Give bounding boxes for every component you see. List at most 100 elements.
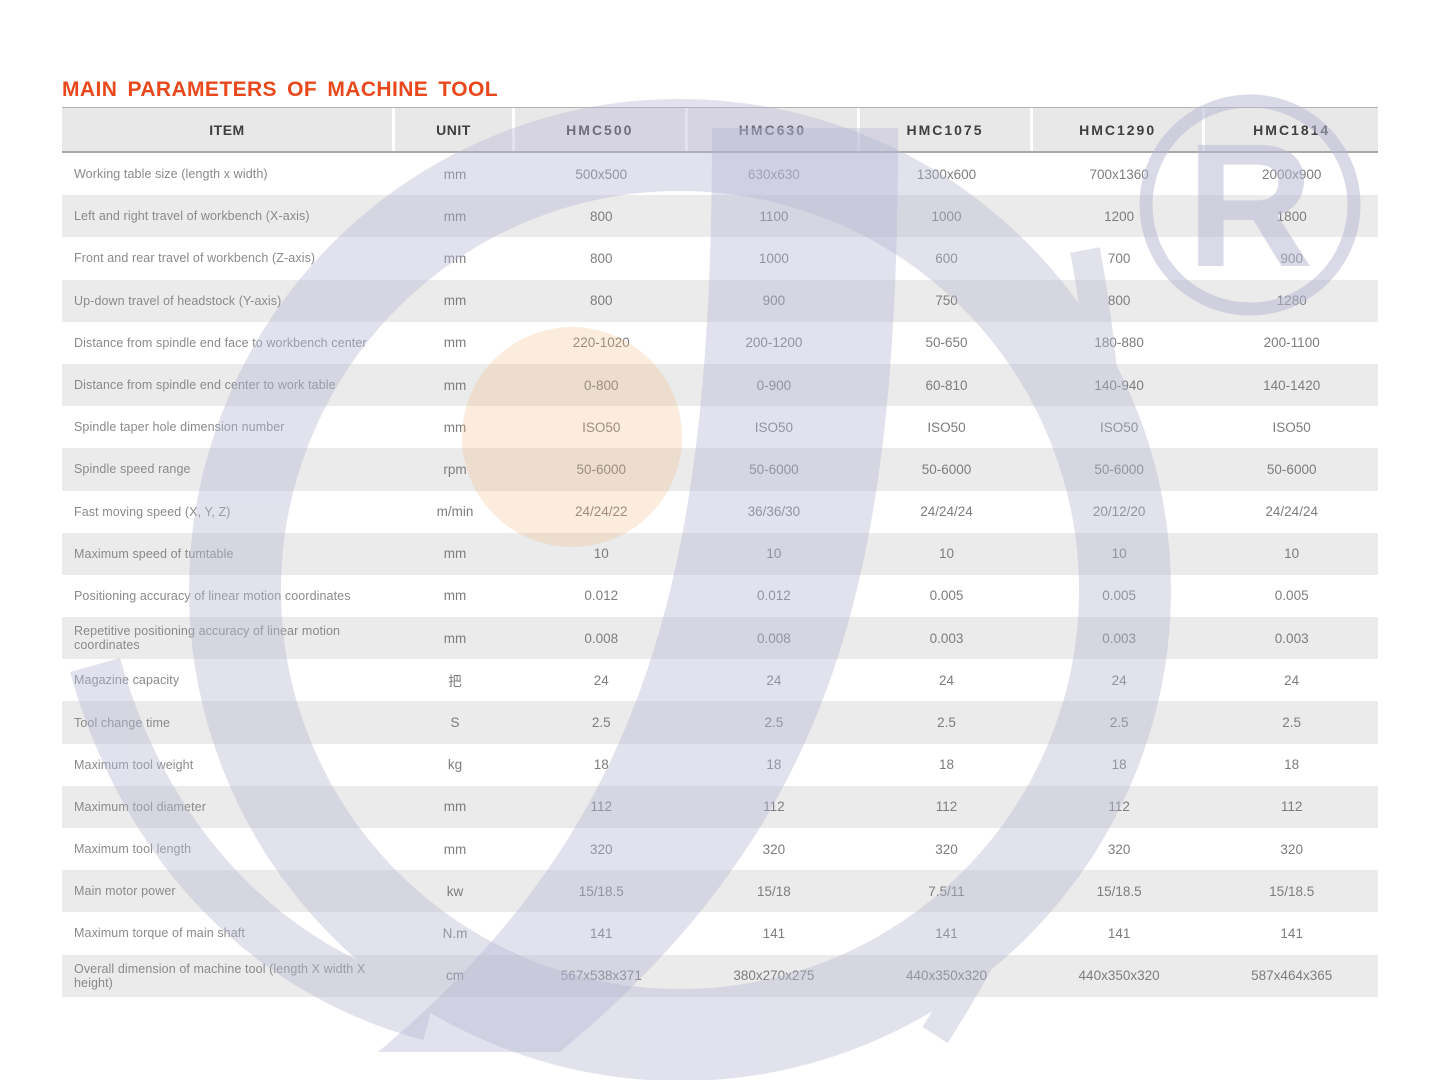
value-cell: 0.012: [584, 588, 619, 604]
value-cell: 750: [935, 293, 958, 309]
value-cell: 0.003: [929, 630, 964, 646]
unit-cell: mm: [443, 335, 467, 351]
value-cell: 50-6000: [1094, 461, 1144, 477]
unit-cell: mm: [443, 293, 467, 309]
value-cell: 112: [763, 799, 785, 815]
value-cell: 440x350x320: [1078, 968, 1160, 984]
table-row: Repetitive positioning accuracy of linea…: [62, 617, 1378, 660]
value-cell: 320: [935, 841, 958, 857]
value-cell: 0.005: [1102, 588, 1136, 604]
row-label: Front and rear travel of workbench (Z-ax…: [74, 251, 316, 266]
row-label: Distance from spindle end face to workbe…: [74, 335, 367, 350]
value-cell: ISO50: [927, 419, 966, 435]
value-cell: 140-1420: [1263, 377, 1321, 393]
value-cell: 24/24/22: [575, 504, 628, 520]
unit-cell: mm: [443, 419, 467, 435]
value-cell: 50-6000: [576, 461, 627, 477]
value-cell: 112: [1108, 799, 1130, 815]
table-row: Maximum speed of tumtable mm 10 10 10 10 10: [62, 532, 1378, 575]
row-label: Main motor power: [74, 884, 176, 899]
value-cell: 7.5/11: [928, 883, 965, 899]
table-row: Working table size (length x width) mm 500…: [62, 153, 1378, 196]
row-label: Maximum speed of tumtable: [74, 546, 234, 561]
value-cell: 50-650: [925, 335, 968, 351]
value-cell: 141: [590, 925, 613, 941]
table-row: Tool change time S 2.5 2.5 2.5 2.5 2.5: [62, 701, 1378, 744]
unit-cell: mm: [443, 841, 467, 857]
value-cell: 10: [938, 546, 954, 562]
unit-cell: mm: [443, 166, 467, 182]
value-cell: 320: [762, 841, 786, 857]
table-row: Maximum tool weight kg 18 18 18 18 18: [62, 743, 1378, 786]
value-cell: 0.003: [1102, 630, 1136, 646]
unit-cell: kw: [446, 883, 464, 899]
table-row: Front and rear travel of workbench (Z-ax…: [62, 237, 1378, 280]
value-cell: 141: [1107, 925, 1131, 941]
value-cell: 2.5: [937, 715, 956, 731]
value-cell: 440x350x320: [905, 968, 988, 984]
row-label: Left and right travel of workbench (X-ax…: [74, 209, 310, 224]
value-cell: 1800: [1276, 208, 1307, 224]
row-label: Spindle speed range: [74, 462, 191, 477]
value-cell: 18: [1111, 757, 1127, 773]
row-label: Magazine capacity: [74, 673, 180, 688]
row-label: Maximum tool length: [74, 842, 192, 857]
value-cell: 10: [593, 546, 609, 562]
value-cell: 0-800: [584, 377, 619, 393]
row-label: Distance from spindle end center to work…: [74, 378, 336, 393]
value-cell: 2.5: [1282, 715, 1302, 731]
row-label: Tool change time: [74, 715, 171, 730]
value-cell: 15/18.5: [1096, 883, 1142, 899]
unit-cell: mm: [443, 250, 467, 266]
value-cell: 900: [762, 293, 786, 309]
value-cell: 1200: [1104, 208, 1135, 224]
value-cell: 1280: [1276, 293, 1307, 309]
row-label: Overall dimension of machine tool (lengt…: [74, 961, 366, 990]
value-cell: 320: [1107, 841, 1131, 857]
value-cell: 112: [1280, 799, 1303, 815]
row-label: Up-down travel of headstock (Y-axis): [74, 293, 282, 308]
value-cell: 10: [1111, 546, 1127, 562]
value-cell: 2000x900: [1262, 166, 1322, 182]
value-cell: 630x630: [747, 166, 800, 182]
value-cell: 141: [762, 925, 786, 941]
value-cell: 18: [1284, 757, 1300, 773]
table-row: Main motor power kw 15/18.5 15/18 7.5/11 15/1…: [62, 870, 1378, 913]
parameters-table: ITEM UNIT HMC500 HMC630 HMC1075 HMC1290 HMC181…: [62, 107, 1378, 997]
value-cell: 220-1020: [572, 335, 630, 351]
value-cell: 24: [938, 672, 954, 688]
table-row: Distance from spindle end face to workbe…: [62, 321, 1378, 364]
value-cell: 18: [766, 757, 782, 773]
unit-cell: mm: [443, 630, 467, 646]
value-cell: 700: [1107, 250, 1131, 266]
value-cell: 800: [590, 293, 613, 309]
row-label: Maximum tool diameter: [74, 799, 207, 814]
value-cell: 1000: [758, 250, 789, 266]
value-cell: 18: [938, 757, 954, 773]
value-cell: 60-810: [925, 377, 968, 393]
row-label: Spindle taper hole dimension number: [74, 420, 285, 435]
table-row: Maximum torque of main shaft N.m 141 141 141…: [62, 912, 1378, 955]
value-cell: 0.008: [756, 630, 791, 646]
unit-cell: S: [450, 715, 460, 731]
table-row: Distance from spindle end center to work…: [62, 363, 1378, 407]
value-cell: 1300x600: [916, 166, 977, 182]
value-cell: ISO50: [1272, 419, 1311, 435]
table-row: Magazine capacity 把 24 24 24 24 24: [62, 659, 1378, 702]
row-label: Maximum tool weight: [74, 757, 194, 772]
value-cell: 800: [590, 208, 613, 224]
value-cell: 24: [1111, 672, 1127, 688]
value-cell: 0-900: [756, 377, 792, 393]
table-row: Spindle speed range rpm 50-6000 50-6000 50-6…: [62, 448, 1378, 491]
unit-cell: cm: [446, 968, 464, 984]
table-row: Maximum tool length mm 320 320 320 320 320: [62, 828, 1378, 871]
unit-cell: kg: [447, 757, 463, 773]
value-cell: 500x500: [575, 166, 628, 182]
row-label: Positioning accuracy of linear motion co…: [74, 588, 351, 603]
value-cell: 0.005: [1274, 588, 1309, 604]
row-label: Fast moving speed (X, Y, Z): [74, 504, 231, 519]
value-cell: 380x270x275: [733, 968, 815, 984]
value-cell: ISO50: [1099, 419, 1139, 435]
unit-cell: m/min: [436, 504, 474, 520]
table-row: Up-down travel of headstock (Y-axis) mm 80…: [62, 279, 1378, 322]
